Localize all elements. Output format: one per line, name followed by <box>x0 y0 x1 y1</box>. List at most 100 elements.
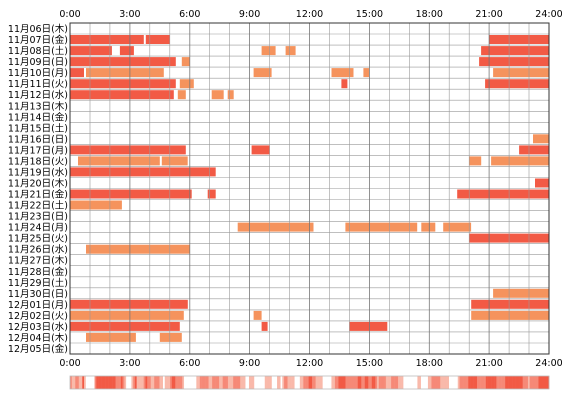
strip-segment <box>105 376 108 389</box>
day-label: 12月03日(水) <box>8 321 68 333</box>
strip-segment <box>291 376 294 389</box>
strip-segment <box>87 376 90 389</box>
activity-block-day2-4 <box>481 46 549 56</box>
strip-segment <box>391 376 394 389</box>
strip-segment <box>236 376 239 389</box>
day-label: 11月17日(月) <box>8 145 68 156</box>
strip-segment <box>108 376 111 389</box>
strip-segment <box>292 376 295 389</box>
strip-segment <box>445 376 448 389</box>
day-label: 11月09日(日) <box>8 57 68 68</box>
strip-segment <box>412 376 415 389</box>
activity-block-day25-0 <box>70 299 188 309</box>
strip-segment <box>175 376 178 389</box>
day-label: 11月10日(月) <box>8 68 68 79</box>
strip-segment <box>319 376 322 389</box>
strip-segment <box>310 376 313 389</box>
strip-segment <box>240 376 243 389</box>
strip-segment <box>140 376 143 389</box>
activity-block-day6-1 <box>177 90 186 100</box>
day-label: 11月16日(日) <box>8 134 68 145</box>
strip-frame <box>69 375 550 390</box>
activity-block-day26-1 <box>253 310 262 320</box>
strip-segment <box>220 376 223 389</box>
strip-segment <box>434 376 437 389</box>
strip-segment <box>366 376 369 389</box>
hour-label-bottom: 6:00 <box>179 358 200 369</box>
hour-label-top: 6:00 <box>179 9 200 20</box>
strip-segment <box>441 376 445 389</box>
strip-segment <box>89 376 92 389</box>
strip-segment <box>138 376 141 389</box>
strip-segment <box>157 376 160 389</box>
strip-segment <box>268 376 271 389</box>
day-label: 11月28日(金) <box>8 266 68 278</box>
strip-segment <box>392 376 395 389</box>
strip-segment <box>419 376 422 389</box>
hour-labels-layer: 0:00 0:00 3:00 3:00 6:00 6:00 9:00 9:00 12:00 12:… <box>59 9 562 369</box>
strip-segment <box>103 376 106 389</box>
strip-segment <box>203 376 206 389</box>
strip-segment <box>496 376 499 389</box>
strip-segment <box>484 376 487 389</box>
strip-segment <box>210 376 213 389</box>
strip-segment <box>429 376 432 389</box>
strip-segment <box>106 376 109 389</box>
hour-label-bottom: 15:00 <box>356 358 383 369</box>
strip-segment <box>438 376 441 389</box>
strip-segment <box>298 376 301 389</box>
activity-block-day6-3 <box>227 90 234 100</box>
strip-segment <box>478 376 481 389</box>
strip-segment <box>136 376 139 389</box>
strip-segment <box>161 376 164 389</box>
day-label: 11月18日(火) <box>8 156 68 167</box>
strip-segment <box>73 376 76 389</box>
strip-segment <box>117 376 120 389</box>
activity-block-day27-1 <box>261 321 268 331</box>
strip-segment <box>440 376 443 389</box>
activity-block-day27-0 <box>70 321 180 331</box>
strip-segment <box>364 376 367 389</box>
activity-block-day2-3 <box>285 46 296 56</box>
day-labels-layer: 11月06日(木)11月07日(金)11月08日(土)11月09日(日)11月1… <box>8 23 68 355</box>
hour-label-top: 12:00 <box>296 9 323 20</box>
strip-segment <box>120 376 123 389</box>
strip-segment <box>229 376 232 389</box>
strip-segment <box>266 376 269 389</box>
activity-block-day12-0 <box>78 156 160 166</box>
hour-label-top: 21:00 <box>475 9 502 20</box>
strip-segment <box>315 376 318 389</box>
day-label: 11月25日(火) <box>8 234 68 245</box>
strip-segment <box>524 376 527 389</box>
day-label: 12月02日(火) <box>8 311 68 322</box>
activity-block-day4-4 <box>363 68 370 78</box>
strip-segment <box>205 376 208 389</box>
strip-segment <box>192 376 195 389</box>
strip-segment <box>113 376 116 389</box>
day-label: 11月23日(日) <box>8 212 68 223</box>
activity-block-day12-1 <box>161 156 188 166</box>
strip-segment <box>443 376 446 389</box>
activity-block-day4-0 <box>70 68 84 78</box>
strip-segment <box>368 376 371 389</box>
strip-segment <box>303 376 306 389</box>
strip-segment <box>152 376 155 389</box>
strip-segment <box>96 376 99 389</box>
activity-block-day18-0 <box>237 222 314 232</box>
strip-segment <box>359 376 362 389</box>
strip-segment <box>313 376 316 389</box>
strip-segment <box>517 376 520 389</box>
strip-segment <box>536 376 539 389</box>
strip-segment <box>457 376 460 389</box>
activity-block-day26-2 <box>471 310 549 320</box>
strip-segment <box>322 376 325 389</box>
activity-block-day3-2 <box>479 57 549 67</box>
strip-segment <box>401 376 404 389</box>
strip-segment <box>377 376 380 389</box>
activity-block-day1-0 <box>70 35 144 44</box>
strip-segment <box>296 376 299 389</box>
strip-segment <box>299 376 302 389</box>
strip-segment <box>348 376 352 389</box>
activity-block-day20-0 <box>86 244 190 254</box>
